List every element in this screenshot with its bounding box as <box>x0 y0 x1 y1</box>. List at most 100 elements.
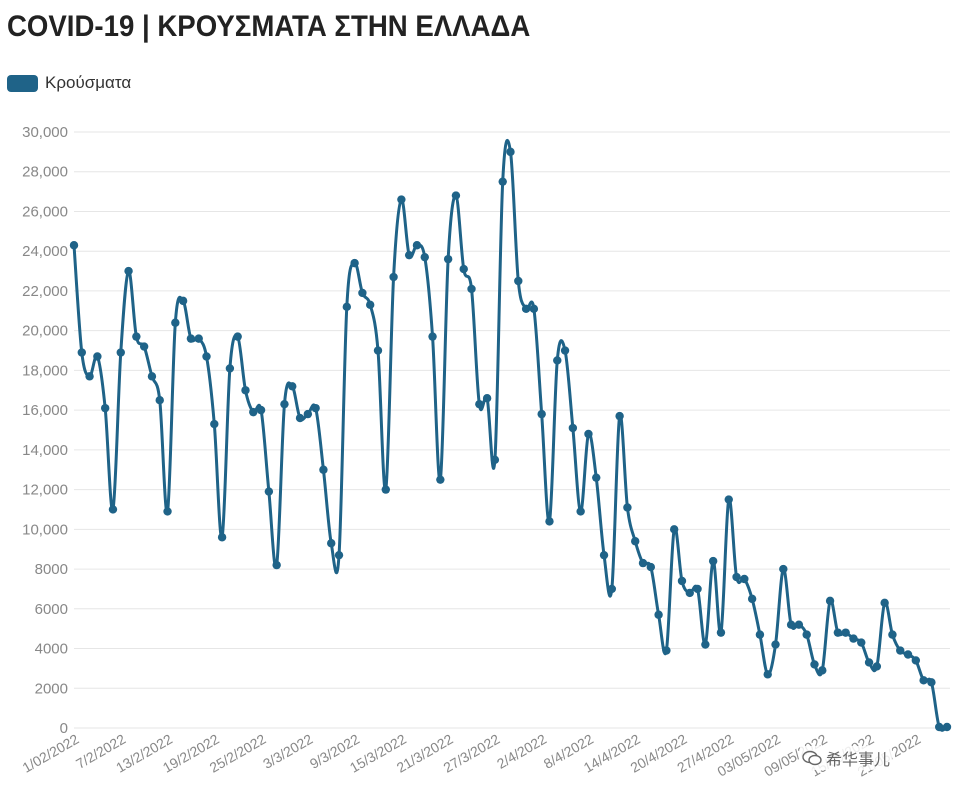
data-point[interactable] <box>225 364 235 373</box>
data-point[interactable] <box>677 576 687 586</box>
data-point[interactable] <box>412 241 422 250</box>
data-point[interactable] <box>280 399 289 409</box>
data-point[interactable] <box>397 195 406 204</box>
data-point[interactable] <box>327 539 336 548</box>
data-point[interactable] <box>568 423 578 433</box>
data-point[interactable] <box>124 266 133 276</box>
data-point[interactable] <box>857 638 866 647</box>
data-point[interactable] <box>241 386 250 395</box>
data-point[interactable] <box>155 396 164 405</box>
data-point[interactable] <box>272 560 281 570</box>
data-point[interactable] <box>77 348 86 357</box>
data-point[interactable] <box>311 403 320 413</box>
data-point[interactable] <box>779 564 788 574</box>
data-point[interactable] <box>295 413 305 423</box>
data-point[interactable] <box>825 596 835 606</box>
data-point[interactable] <box>693 584 702 594</box>
data-point[interactable] <box>264 487 274 496</box>
data-point[interactable] <box>217 533 227 542</box>
data-point[interactable] <box>716 628 726 637</box>
data-point[interactable] <box>108 505 118 514</box>
data-point[interactable] <box>888 630 897 639</box>
data-point[interactable] <box>334 550 344 560</box>
data-point[interactable] <box>93 352 102 361</box>
data-point[interactable] <box>708 556 718 566</box>
data-point[interactable] <box>443 254 453 264</box>
data-point[interactable] <box>654 610 663 619</box>
data-point[interactable] <box>818 666 827 675</box>
data-point[interactable] <box>623 503 632 512</box>
data-point[interactable] <box>178 296 188 306</box>
data-point[interactable] <box>662 646 671 655</box>
data-point[interactable] <box>132 332 141 341</box>
data-point[interactable] <box>288 382 297 391</box>
data-point[interactable] <box>872 662 882 671</box>
data-point[interactable] <box>358 288 367 298</box>
data-point[interactable] <box>459 264 468 274</box>
data-point[interactable] <box>911 656 921 665</box>
data-point[interactable] <box>139 342 149 351</box>
data-point[interactable] <box>810 660 819 669</box>
data-point[interactable] <box>467 284 476 294</box>
data-point[interactable] <box>935 722 944 732</box>
data-point[interactable] <box>607 584 617 594</box>
data-point[interactable] <box>701 640 710 649</box>
data-point[interactable] <box>669 525 679 534</box>
data-point[interactable] <box>514 276 523 286</box>
data-point[interactable] <box>186 334 196 343</box>
data-point[interactable] <box>841 628 850 637</box>
data-point[interactable] <box>69 241 79 250</box>
data-point[interactable] <box>210 419 219 429</box>
data-point[interactable] <box>576 507 585 516</box>
data-point[interactable] <box>638 558 648 568</box>
data-point[interactable] <box>373 346 383 355</box>
data-point[interactable] <box>256 405 266 415</box>
data-point[interactable] <box>451 191 461 200</box>
data-point[interactable] <box>592 473 601 482</box>
data-point[interactable] <box>903 650 913 659</box>
data-point[interactable] <box>319 465 328 474</box>
data-point[interactable] <box>755 630 765 639</box>
data-point[interactable] <box>350 258 359 268</box>
data-point[interactable] <box>786 620 796 629</box>
data-point[interactable] <box>942 722 952 732</box>
data-point[interactable] <box>747 594 757 604</box>
data-point[interactable] <box>864 658 874 667</box>
data-point[interactable] <box>553 356 562 365</box>
data-point[interactable] <box>233 332 242 341</box>
data-point[interactable] <box>545 517 554 526</box>
data-point[interactable] <box>599 550 609 560</box>
data-point[interactable] <box>521 304 531 314</box>
data-point[interactable] <box>919 676 928 685</box>
data-point[interactable] <box>537 409 546 419</box>
data-point[interactable] <box>794 620 804 629</box>
data-point[interactable] <box>428 332 437 341</box>
data-point[interactable] <box>498 177 507 186</box>
data-point[interactable] <box>147 372 157 381</box>
data-point[interactable] <box>389 272 398 282</box>
data-point[interactable] <box>849 634 858 643</box>
data-point[interactable] <box>116 348 125 357</box>
data-point[interactable] <box>685 588 694 598</box>
data-point[interactable] <box>342 302 352 312</box>
data-point[interactable] <box>631 537 640 546</box>
data-point[interactable] <box>646 562 656 572</box>
data-point[interactable] <box>420 252 429 262</box>
data-point[interactable] <box>740 574 749 584</box>
data-point[interactable] <box>896 646 905 655</box>
data-point[interactable] <box>475 399 484 409</box>
data-point[interactable] <box>381 485 390 494</box>
data-point[interactable] <box>833 628 843 637</box>
data-point[interactable] <box>249 407 258 417</box>
data-point[interactable] <box>802 630 811 639</box>
data-point[interactable] <box>85 372 94 381</box>
data-point[interactable] <box>163 507 172 516</box>
data-point[interactable] <box>194 334 203 343</box>
data-point[interactable] <box>365 300 375 310</box>
data-point[interactable] <box>732 572 741 582</box>
data-point[interactable] <box>303 409 313 419</box>
data-point[interactable] <box>404 250 414 260</box>
data-point[interactable] <box>763 670 772 679</box>
data-point[interactable] <box>724 495 733 504</box>
data-point[interactable] <box>584 429 593 439</box>
